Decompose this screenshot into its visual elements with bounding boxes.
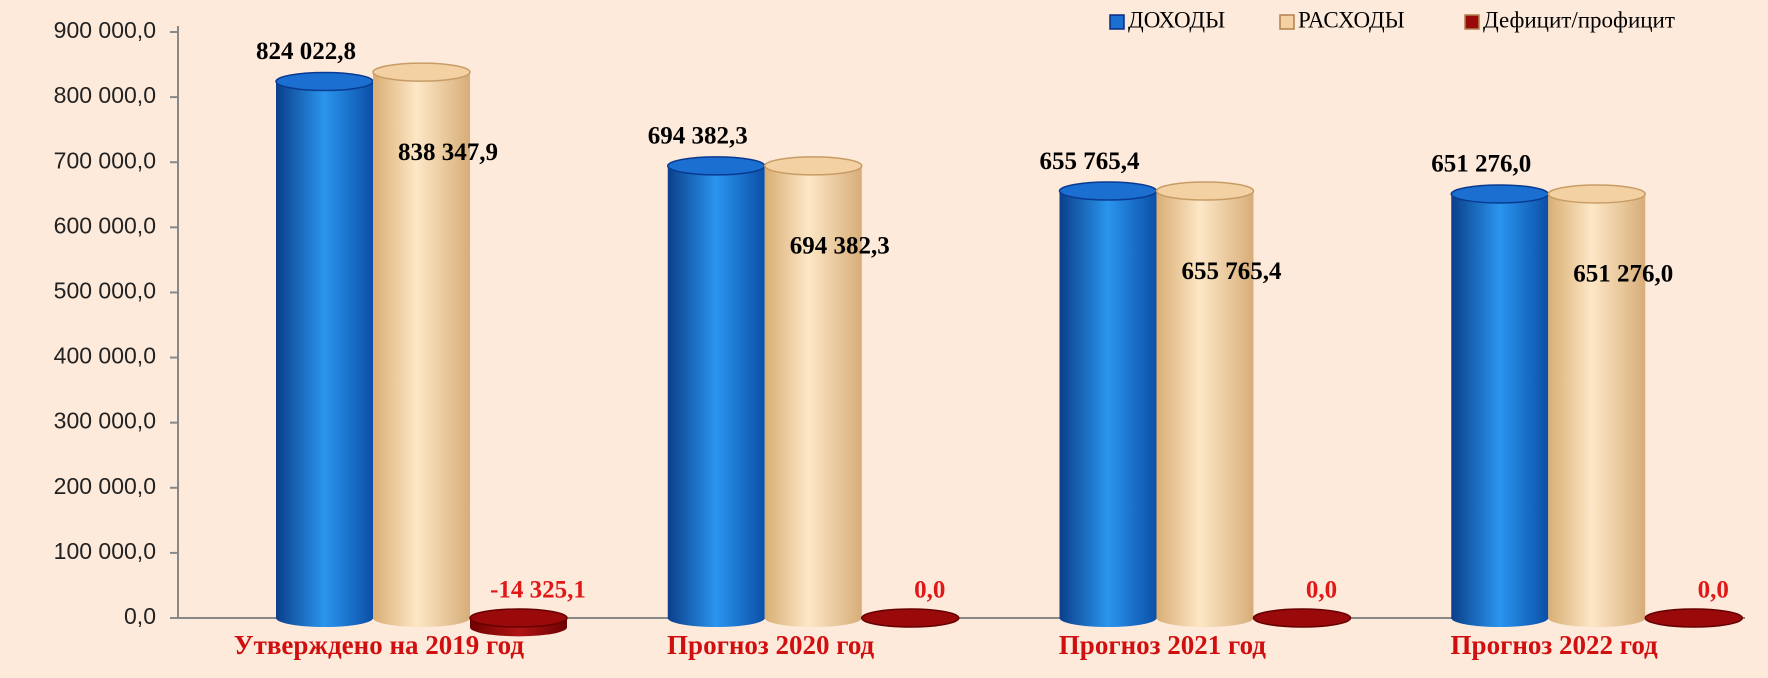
- bar: [861, 608, 960, 628]
- bar-top: [1547, 184, 1646, 204]
- data-label: 824 022,8: [256, 38, 356, 65]
- data-label: 0,0: [1306, 577, 1337, 604]
- y-tick-label: 0,0: [124, 603, 156, 629]
- y-tick-label: 600 000,0: [54, 212, 156, 238]
- y-tick-label: 700 000,0: [54, 147, 156, 173]
- y-tick-label: 400 000,0: [54, 343, 156, 369]
- bar-body: [276, 81, 373, 618]
- data-label: 0,0: [1698, 577, 1729, 604]
- bar: [1155, 181, 1255, 627]
- bar-top: [861, 608, 960, 628]
- x-tick-label: Прогноз 2020 год: [667, 630, 874, 660]
- bar-top: [469, 608, 568, 628]
- bar: [469, 608, 568, 637]
- data-label: 838 347,9: [398, 139, 498, 166]
- bar-top: [1155, 181, 1255, 201]
- data-label: 694 382,3: [790, 233, 890, 260]
- data-label: -14 325,1: [490, 577, 586, 604]
- bar-body: [1451, 193, 1549, 618]
- x-tick-label: Утверждено на 2019 год: [234, 630, 525, 660]
- bar-body: [1156, 191, 1254, 618]
- x-tick-label: Прогноз 2022 год: [1451, 630, 1658, 660]
- bar: [1644, 608, 1743, 628]
- bar-top: [1450, 184, 1549, 204]
- legend-label: РАСХОДЫ: [1298, 7, 1405, 32]
- legend-label: Дефицит/профицит: [1483, 7, 1675, 32]
- data-label: 0,0: [914, 577, 945, 604]
- data-label: 694 382,3: [648, 123, 748, 150]
- y-tick-label: 300 000,0: [54, 408, 156, 434]
- bar-top: [1058, 181, 1158, 201]
- bar: [1450, 184, 1549, 627]
- data-label: 655 765,4: [1040, 148, 1141, 175]
- legend-swatch: [1109, 14, 1125, 30]
- y-tick-label: 500 000,0: [54, 278, 156, 304]
- x-tick-label: Прогноз 2021 год: [1059, 630, 1266, 660]
- bar: [1058, 181, 1158, 627]
- legend-swatch: [1279, 14, 1295, 30]
- bar-body: [667, 165, 765, 618]
- y-tick-label: 800 000,0: [54, 82, 156, 108]
- bar: [764, 156, 863, 627]
- y-tick-label: 200 000,0: [54, 473, 156, 499]
- bar-body: [1548, 193, 1646, 618]
- bar-top: [764, 156, 863, 176]
- legend-swatch: [1464, 14, 1480, 30]
- bar-top: [1252, 608, 1352, 628]
- bar: [275, 71, 374, 627]
- data-label: 655 765,4: [1182, 258, 1283, 285]
- bar: [1547, 184, 1646, 627]
- bar: [372, 62, 471, 627]
- bar-body: [373, 72, 470, 619]
- legend-label: ДОХОДЫ: [1128, 7, 1225, 32]
- bar: [1252, 608, 1352, 628]
- data-label: 651 276,0: [1573, 261, 1673, 288]
- bar-top: [372, 62, 471, 82]
- data-label: 651 276,0: [1431, 151, 1531, 178]
- y-tick-label: 900 000,0: [54, 17, 156, 43]
- bar-body: [1059, 191, 1157, 618]
- y-tick-label: 100 000,0: [54, 538, 156, 564]
- bar: [667, 156, 766, 627]
- bar-top: [275, 71, 374, 92]
- bar-top: [667, 156, 766, 176]
- bar-body: [764, 165, 862, 618]
- bar-top: [1644, 608, 1743, 628]
